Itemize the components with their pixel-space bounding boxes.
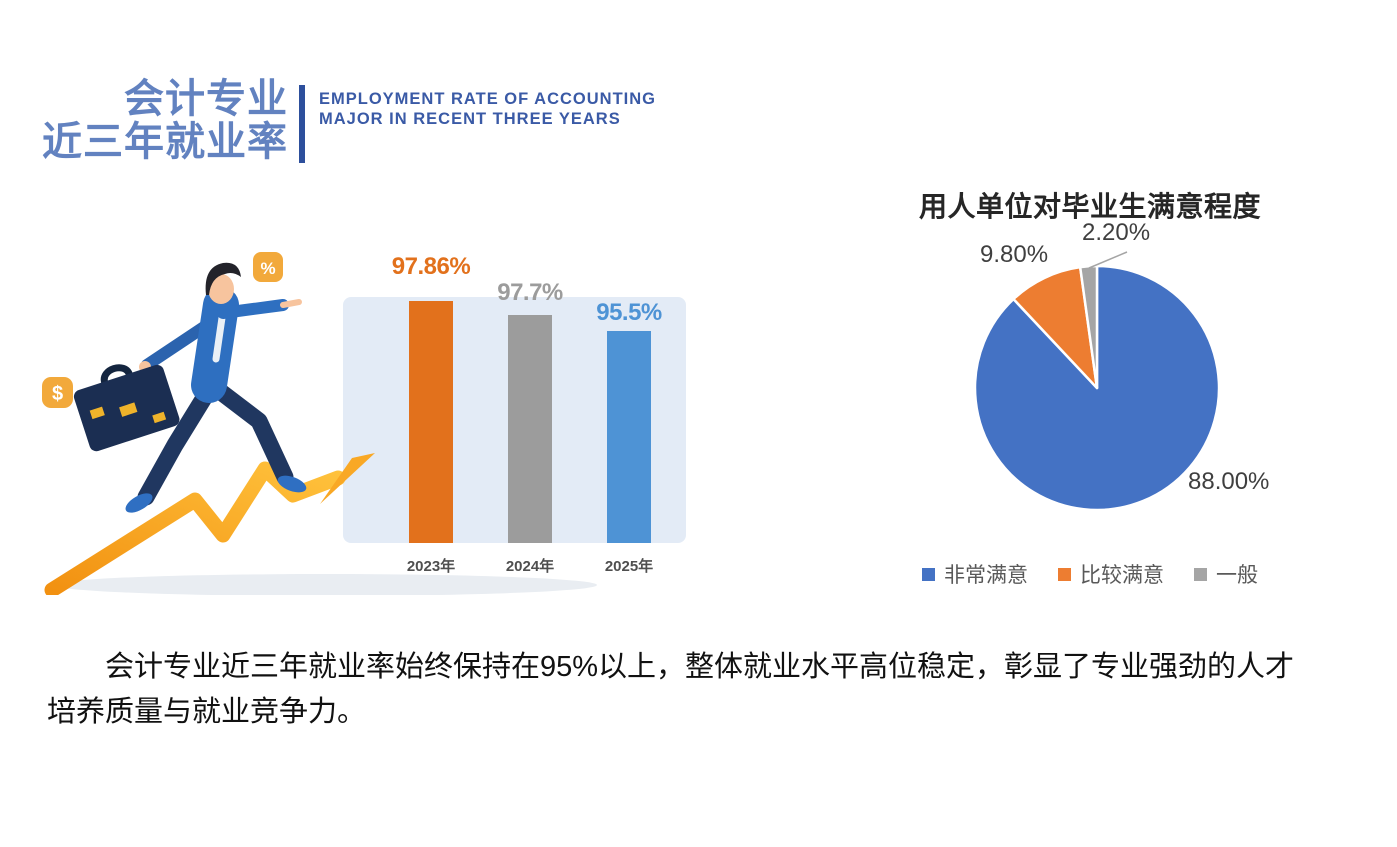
satisfaction-pie-chart: 用人单位对毕业生满意程度 2.20% 9.80% 88.00% 非常满意 比较满… bbox=[870, 185, 1310, 615]
bar-category-2023: 2023年 bbox=[406, 558, 456, 575]
legend-swatch-very-satisfied-icon bbox=[922, 567, 935, 581]
illustration-canvas: $ % bbox=[42, 252, 686, 595]
bar-2025 bbox=[607, 331, 651, 543]
legend-item-general: 一般 bbox=[1194, 559, 1258, 589]
page-title-line1: 会计专业 bbox=[124, 77, 288, 121]
title-divider bbox=[299, 85, 305, 163]
summary-paragraph: 会计专业近三年就业率始终保持在95%以上，整体就业水平高位稳定，彰显了专业强劲的… bbox=[47, 651, 1295, 728]
pie-slice bbox=[1012, 265, 1099, 390]
pie-chart-title: 用人单位对毕业生满意程度 bbox=[918, 191, 1261, 222]
ground-shadow bbox=[53, 574, 597, 595]
bar-category-2024: 2024年 bbox=[505, 558, 555, 575]
legend-label-very-satisfied: 非常满意 bbox=[944, 563, 1028, 587]
bar-2023 bbox=[409, 301, 453, 543]
page-title: 会计专业 近三年就业率 bbox=[28, 78, 288, 164]
page-subtitle: EMPLOYMENT RATE OF ACCOUNTING MAJOR IN R… bbox=[319, 89, 656, 129]
bar-value-2024: 97.7% bbox=[497, 279, 563, 306]
bar-value-2025: 95.5% bbox=[596, 299, 662, 326]
dollar-badge: $ bbox=[42, 377, 73, 408]
pie-canvas bbox=[973, 251, 1221, 512]
briefcase bbox=[73, 364, 180, 452]
growth-arrow-head bbox=[320, 453, 375, 504]
legend-swatch-fair-icon bbox=[1058, 567, 1071, 581]
legend-label-general: 一般 bbox=[1216, 563, 1258, 587]
page-subtitle-line2: MAJOR IN RECENT THREE YEARS bbox=[319, 110, 621, 128]
pie-slice bbox=[1078, 264, 1099, 390]
bar-value-2023: 97.86% bbox=[391, 253, 471, 280]
page-subtitle-line1: EMPLOYMENT RATE OF ACCOUNTING bbox=[319, 90, 656, 108]
pie-label-very-satisfied: 88.00% bbox=[1188, 468, 1270, 495]
pie-label-general: 2.20% bbox=[1082, 219, 1151, 246]
legend-item-very-satisfied: 非常满意 bbox=[922, 559, 1028, 589]
pie-label-fair: 9.80% bbox=[980, 241, 1049, 268]
legend-swatch-general-icon bbox=[1194, 567, 1207, 581]
page-title-line2: 近三年就业率 bbox=[42, 120, 288, 164]
legend-label-fair: 比较满意 bbox=[1080, 563, 1164, 587]
bar-2024 bbox=[508, 315, 552, 543]
pie-leader-line bbox=[1088, 251, 1128, 269]
percent-icon: % bbox=[260, 259, 275, 278]
businessman-figure bbox=[73, 262, 307, 513]
bar-category-2025: 2025年 bbox=[604, 558, 654, 575]
pie-legend: 非常满意 比较满意 一般 bbox=[870, 559, 1310, 589]
percent-badge: % bbox=[253, 252, 283, 282]
employment-illustration: $ % bbox=[25, 197, 690, 595]
dollar-icon: $ bbox=[52, 383, 63, 405]
legend-item-fair: 比较满意 bbox=[1058, 559, 1164, 589]
